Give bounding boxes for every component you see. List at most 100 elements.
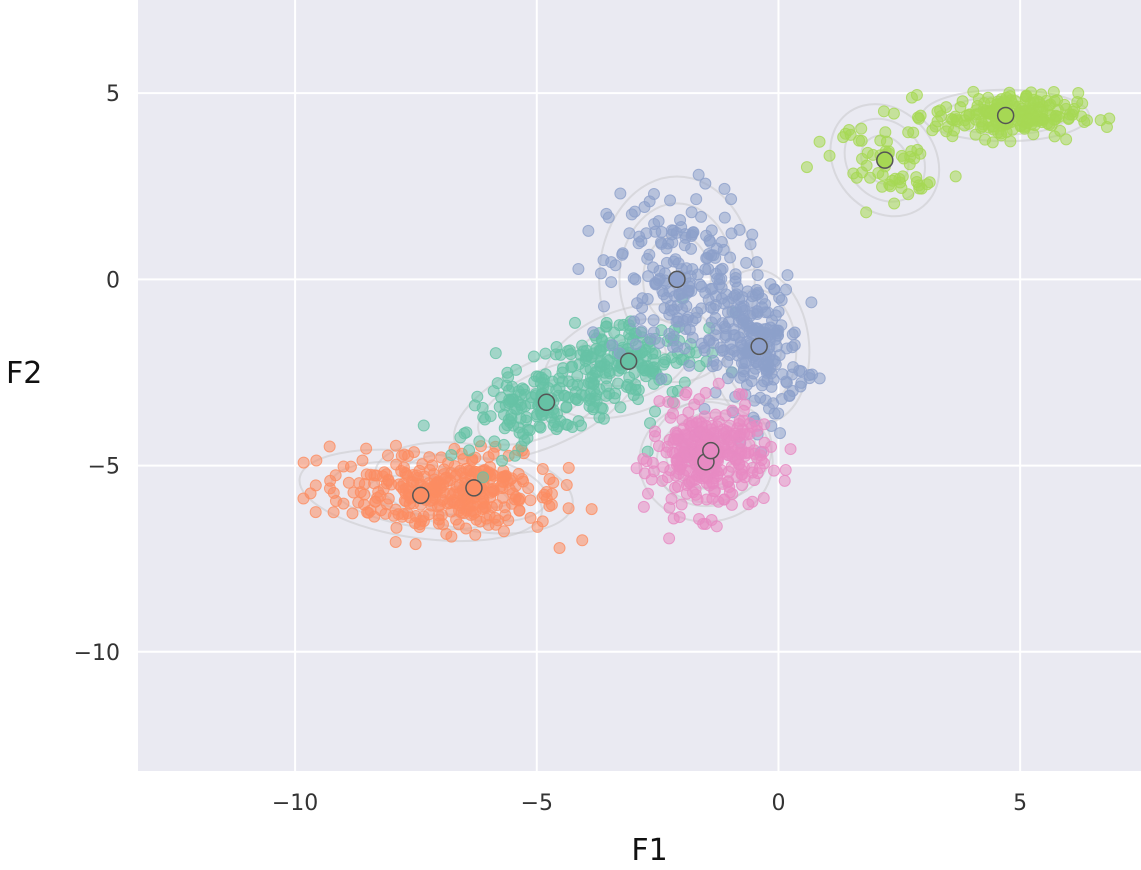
- data-point: [614, 401, 627, 414]
- data-point: [699, 518, 712, 531]
- data-point: [1035, 88, 1048, 101]
- data-point: [780, 283, 793, 296]
- data-point: [655, 372, 668, 385]
- data-point: [746, 466, 759, 479]
- data-point: [710, 520, 723, 533]
- data-point: [647, 314, 660, 327]
- data-point: [911, 111, 924, 124]
- data-point: [600, 316, 613, 329]
- data-point: [569, 392, 582, 405]
- data-point: [327, 506, 340, 519]
- data-point: [656, 474, 669, 487]
- data-point: [547, 419, 560, 432]
- cluster-center: [537, 393, 556, 412]
- data-point: [805, 296, 818, 309]
- data-point: [653, 395, 666, 408]
- data-point: [773, 291, 786, 304]
- data-point: [516, 472, 529, 485]
- data-point: [536, 463, 549, 476]
- data-point: [597, 412, 610, 425]
- data-point: [352, 496, 365, 509]
- data-point: [344, 460, 357, 473]
- data-point: [653, 337, 666, 350]
- data-point: [477, 501, 490, 514]
- data-point: [574, 419, 587, 432]
- data-point: [717, 423, 730, 436]
- data-point: [678, 239, 691, 252]
- data-point: [550, 384, 563, 397]
- data-point: [417, 419, 430, 432]
- data-point: [501, 475, 514, 488]
- data-point: [595, 334, 608, 347]
- data-point: [518, 388, 531, 401]
- data-point: [725, 366, 738, 379]
- data-point: [501, 366, 514, 379]
- data-point: [709, 251, 722, 264]
- data-point: [1009, 94, 1022, 107]
- data-point: [679, 388, 692, 401]
- data-point: [738, 304, 751, 317]
- data-point: [683, 359, 696, 372]
- data-point: [641, 293, 654, 306]
- data-point: [500, 379, 513, 392]
- cluster-center: [702, 441, 720, 460]
- data-point: [722, 475, 735, 488]
- data-point: [926, 124, 939, 137]
- data-point: [297, 492, 310, 505]
- data-point: [545, 498, 558, 511]
- data-point: [398, 448, 411, 461]
- data-point: [579, 362, 592, 375]
- data-point: [487, 484, 500, 497]
- x-axis-label: F1: [631, 833, 667, 868]
- data-point: [740, 256, 753, 269]
- cluster-center: [668, 270, 686, 289]
- x-tick-label: −10: [272, 791, 318, 816]
- data-point: [662, 237, 675, 250]
- data-point: [983, 106, 996, 119]
- data-point: [504, 395, 517, 408]
- data-point: [737, 365, 750, 378]
- data-point: [362, 506, 375, 519]
- x-tick-label: 5: [1013, 791, 1027, 816]
- data-point: [553, 372, 566, 385]
- contour-ellipse: [829, 103, 941, 218]
- data-point: [524, 511, 537, 524]
- data-point: [456, 502, 469, 515]
- data-point: [813, 135, 826, 148]
- data-point: [502, 514, 515, 527]
- data-point: [745, 296, 758, 309]
- data-point: [423, 451, 436, 464]
- data-point: [657, 288, 670, 301]
- data-point: [417, 515, 430, 528]
- data-point: [606, 339, 619, 352]
- data-point: [699, 263, 712, 276]
- data-point: [759, 298, 772, 311]
- data-point: [1016, 102, 1029, 115]
- data-point: [375, 504, 388, 517]
- data-point: [445, 448, 458, 461]
- data-point: [682, 475, 695, 488]
- data-point: [454, 431, 467, 444]
- data-point: [823, 149, 836, 162]
- data-point: [717, 243, 730, 256]
- data-point: [459, 522, 472, 535]
- data-point: [515, 440, 528, 453]
- data-point: [735, 388, 748, 401]
- data-point: [678, 446, 691, 459]
- data-point: [635, 325, 648, 338]
- data-point: [744, 238, 757, 251]
- data-point: [448, 486, 461, 499]
- data-point: [712, 467, 725, 480]
- data-point: [560, 479, 573, 492]
- x-tick-label: 0: [771, 791, 785, 816]
- data-point: [611, 377, 624, 390]
- data-point: [660, 256, 673, 269]
- data-point: [358, 488, 371, 501]
- data-point: [605, 276, 618, 289]
- data-point: [718, 182, 731, 195]
- data-point: [647, 188, 660, 201]
- data-point: [788, 326, 801, 339]
- data-point: [562, 461, 575, 474]
- data-point: [597, 300, 610, 313]
